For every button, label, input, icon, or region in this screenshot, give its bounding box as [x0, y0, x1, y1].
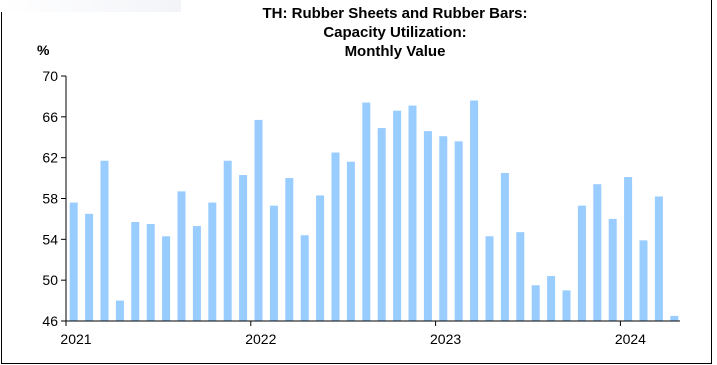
y-tick-label: 70	[42, 68, 58, 84]
bar	[547, 276, 556, 321]
x-tick-label: 2024	[615, 331, 646, 347]
bar	[393, 110, 402, 321]
y-axis-unit: %	[37, 42, 50, 58]
bar	[300, 235, 309, 321]
bar	[162, 236, 171, 321]
x-tick-label: 2023	[430, 331, 461, 347]
bar	[577, 205, 586, 321]
y-tick-label: 54	[42, 231, 58, 247]
y-tick-label: 66	[42, 109, 58, 125]
bar	[500, 172, 509, 321]
bar	[408, 105, 417, 322]
bar	[69, 202, 78, 321]
bar	[131, 221, 140, 321]
bar	[639, 240, 648, 321]
bar	[485, 236, 494, 321]
bar	[670, 315, 679, 321]
bar	[531, 285, 540, 321]
bar	[454, 141, 463, 321]
bar	[285, 178, 294, 321]
bar	[362, 102, 371, 322]
bar	[439, 136, 448, 321]
bar	[331, 152, 340, 321]
bar	[85, 213, 94, 321]
bar	[423, 131, 432, 321]
bar	[239, 175, 248, 321]
y-tick-label: 58	[42, 191, 58, 207]
bar	[115, 300, 124, 321]
bar	[208, 202, 217, 321]
y-tick-label: 46	[42, 313, 58, 329]
bar	[146, 224, 155, 321]
bar	[346, 161, 355, 321]
bar	[654, 196, 663, 321]
bar	[377, 128, 386, 321]
chart-title-line-3: Monthly Value	[344, 43, 446, 60]
chart-title-line-1: TH: Rubber Sheets and Rubber Bars:	[262, 5, 528, 22]
bar	[516, 232, 525, 321]
bar	[177, 191, 186, 321]
bar	[254, 119, 263, 321]
chart-title: TH: Rubber Sheets and Rubber Bars: Capac…	[190, 4, 600, 61]
y-tick-label: 62	[42, 150, 58, 166]
bar	[192, 226, 201, 321]
bar	[624, 177, 633, 321]
bar	[316, 195, 325, 321]
bar	[593, 184, 602, 321]
bar	[608, 218, 617, 321]
x-tick-label: 2021	[60, 331, 91, 347]
bar	[100, 160, 109, 321]
header-strip	[1, 0, 181, 12]
x-tick-label: 2022	[245, 331, 276, 347]
y-tick-label: 50	[42, 272, 58, 288]
bar	[562, 290, 571, 321]
bar	[269, 205, 278, 321]
bar	[470, 100, 479, 321]
bar	[223, 160, 232, 321]
chart-title-line-2: Capacity Utilization:	[323, 24, 467, 41]
